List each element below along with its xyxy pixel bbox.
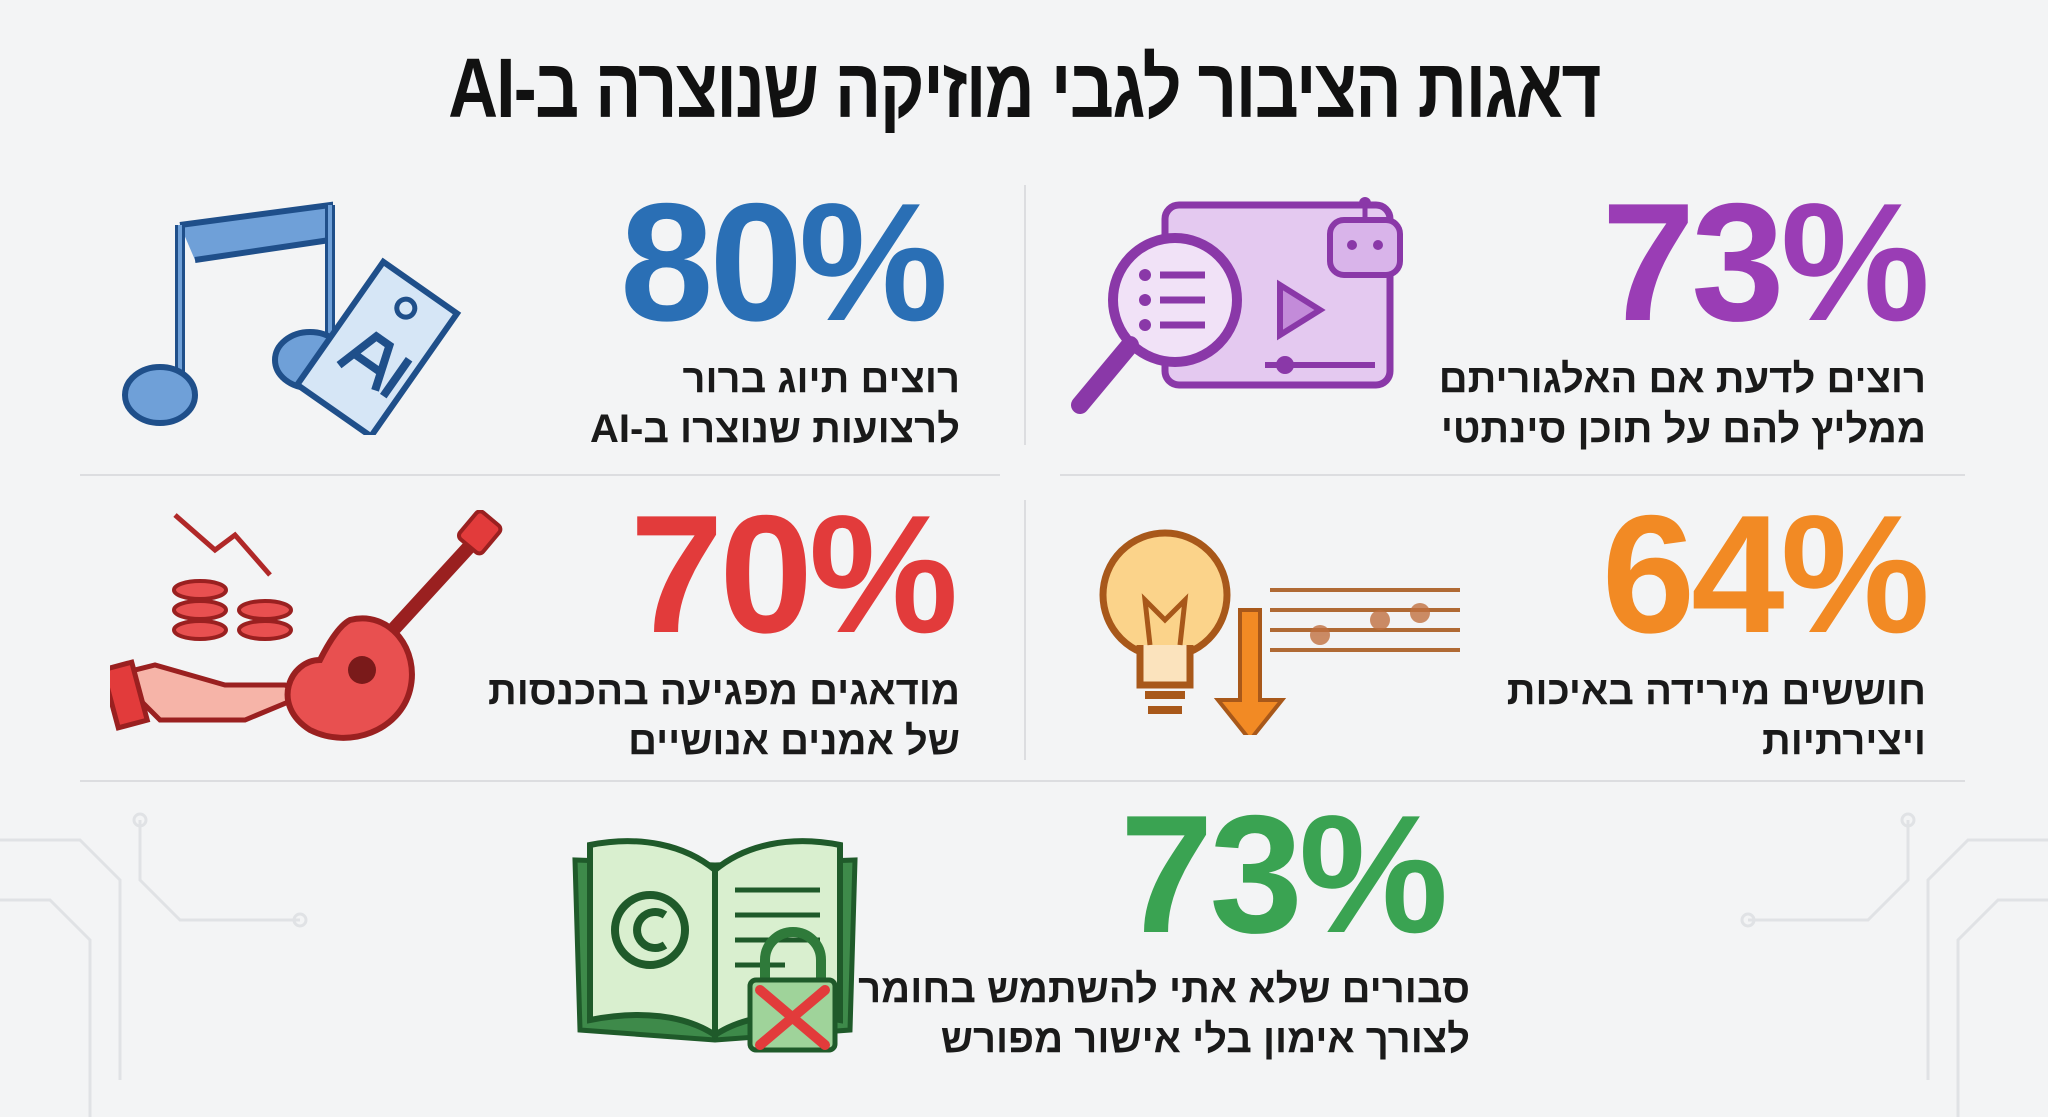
stat-value: 70% — [630, 480, 958, 668]
stat-value: 73% — [1120, 780, 1448, 968]
lightbulb-down-music-icon — [1099, 529, 1460, 735]
coins-hand-guitar-icon — [110, 510, 503, 741]
divider — [1024, 185, 1026, 445]
stat-description-line: רוצים תיוג ברור — [682, 357, 960, 401]
stat-description-line: סבורים שלא אתי להשתמש בחומר — [858, 967, 1470, 1011]
stat-description-line: רוצים לדעת אם האלגוריתם — [1438, 357, 1926, 401]
music-note-ai-tag-icon — [122, 201, 462, 435]
magnifier-video-robot-icon — [1071, 197, 1403, 414]
divider — [80, 780, 1965, 782]
circuit-background-left — [0, 812, 308, 1117]
stat-description-line: לרצועות שנוצרו ב-AI — [590, 407, 960, 451]
stat-description-line: מודאגים מפגיעה בהכנסות — [488, 669, 960, 713]
page-title: דאגות הציבור לגבי מוזיקה שנוצרה ב-AI — [448, 41, 1601, 135]
divider — [1060, 474, 1965, 476]
stat-value: 64% — [1601, 480, 1930, 668]
stat-description-line: לצורך אימון בלי אישור מפורש — [940, 1017, 1470, 1061]
stat-value: 80% — [620, 168, 948, 356]
stat-description-line: של אמנים אנושיים — [628, 719, 960, 763]
circuit-background-right — [1740, 812, 2048, 1117]
stat-description-line: ויצירתיות — [1762, 719, 1926, 763]
stat-description-line: ממליץ להם על תוכן סינתטי — [1440, 407, 1926, 451]
stat-value: 73% — [1601, 168, 1930, 356]
divider — [80, 474, 1000, 476]
stat-description-line: חוששים מירידה באיכות — [1506, 669, 1926, 713]
copyright-book-lock-icon — [572, 838, 858, 1053]
divider — [1024, 500, 1026, 760]
